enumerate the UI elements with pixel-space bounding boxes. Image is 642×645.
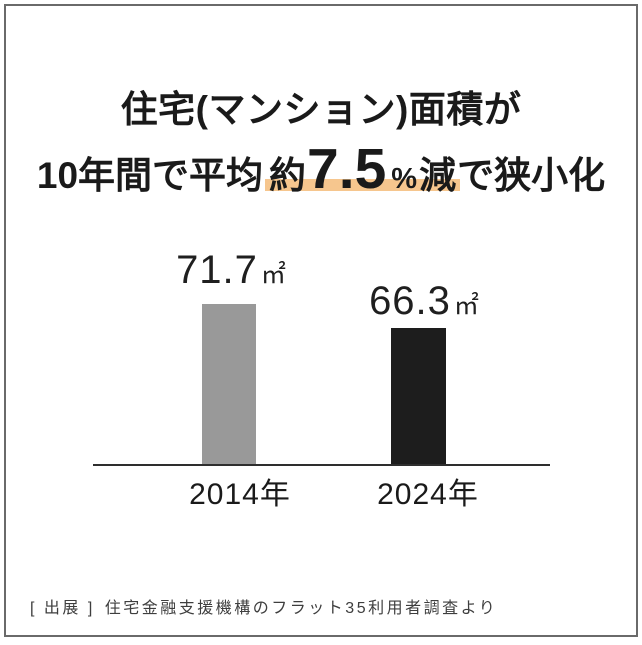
title-line2: 10年間で平均 約 7.5 % 減 で狭小化 (0, 141, 642, 198)
category-label-2024: 2024年 (377, 478, 479, 511)
title-line2-suffix: で狭小化 (457, 155, 606, 196)
highlight-underlined-group: 約 7.5 % 減 (265, 137, 461, 201)
category-label-2014: 2014年 (189, 478, 291, 511)
value-label-2024: 66.3 ㎡ (339, 281, 509, 321)
highlight-approx: 約 (269, 155, 307, 196)
source-text: 住宅金融支援機構のフラット35利用者調査より (104, 600, 498, 617)
sqm-unit-2024: ㎡ (453, 292, 479, 320)
sqm-unit-2014: ㎡ (260, 261, 286, 289)
value-label-2014: 71.7 ㎡ (146, 250, 316, 290)
title-line1: 住宅(マンション)面積が (120, 89, 522, 130)
source-label: [ 出展 ] (30, 600, 95, 617)
highlight-decrease: 減 (419, 155, 457, 196)
source-note: [ 出展 ] 住宅金融支援機構のフラット35利用者調査より (30, 599, 497, 618)
title-line2-prefix: 10年間で平均 (36, 155, 264, 196)
bar-2014 (202, 304, 256, 464)
highlight-percent-value: 7.5 (307, 137, 387, 201)
value-2024: 66.3 (369, 279, 451, 323)
highlight-percent-sign: % (391, 163, 418, 195)
bar-2024 (391, 328, 446, 464)
bar-chart: 71.7 ㎡ 66.3 ㎡ 2014年 2024年 (0, 250, 642, 520)
x-axis-line (93, 464, 550, 466)
value-2014: 71.7 (176, 248, 258, 292)
